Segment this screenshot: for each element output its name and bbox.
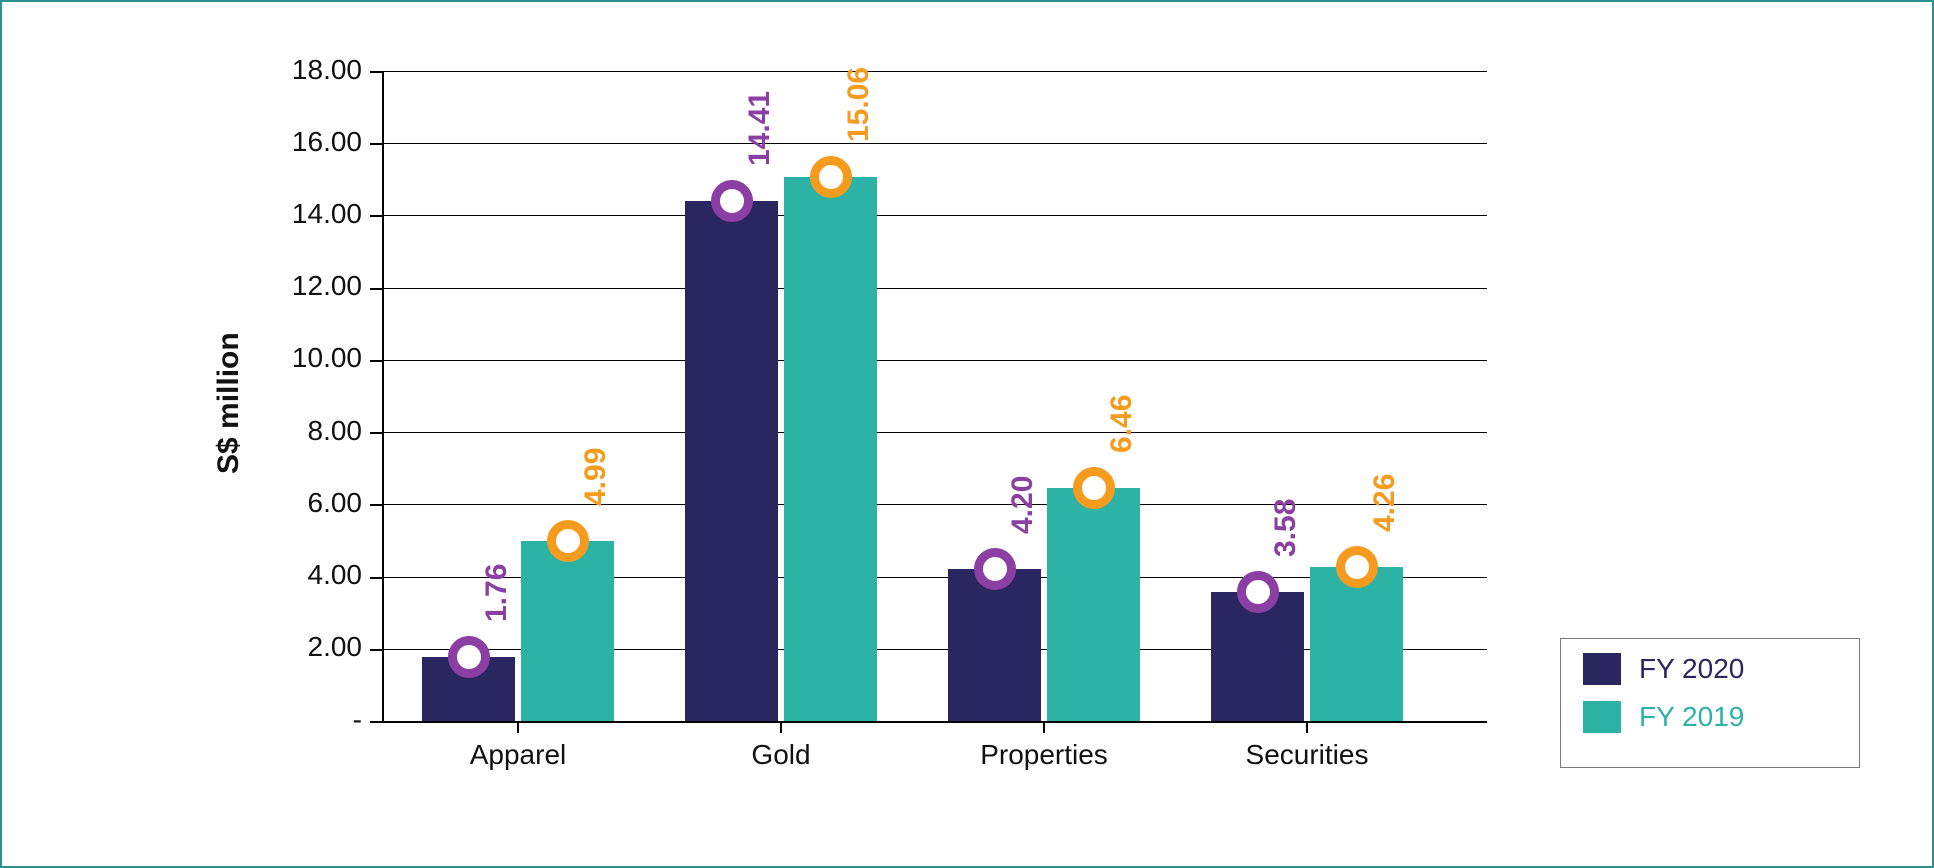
legend: FY 2020 FY 2019 xyxy=(1560,638,1860,768)
y-tick-label: 18.00 xyxy=(252,54,362,86)
x-category-label: Gold xyxy=(661,739,901,771)
bar-marker-icon xyxy=(1336,546,1378,588)
y-tick-mark xyxy=(370,71,382,73)
legend-swatch-icon xyxy=(1583,653,1621,685)
grid-line xyxy=(382,432,1487,433)
bar-value-label: 3.58 xyxy=(1269,498,1303,556)
grid-line xyxy=(382,215,1487,216)
bar-value-label: 4.26 xyxy=(1368,474,1402,532)
bar-marker-icon xyxy=(1237,571,1279,613)
bar xyxy=(1047,488,1140,721)
y-tick-mark xyxy=(370,143,382,145)
chart-plot-area: 2.00 4.00 6.00 8.00 10.00 12.00 14.00 16.00 18.0… xyxy=(2,2,1932,866)
bar-marker-icon xyxy=(547,520,589,562)
y-tick-label: 14.00 xyxy=(252,198,362,230)
x-category-label: Properties xyxy=(924,739,1164,771)
legend-label: FY 2020 xyxy=(1639,653,1744,685)
y-tick-mark xyxy=(370,577,382,579)
bar-value-label: 4.20 xyxy=(1006,476,1040,534)
x-axis-line xyxy=(382,721,1487,723)
grid-line xyxy=(382,504,1487,505)
y-tick-label: 4.00 xyxy=(252,559,362,591)
bar-marker-icon xyxy=(974,548,1016,590)
bar-value-label: 15.06 xyxy=(842,67,876,142)
grid-line xyxy=(382,288,1487,289)
y-tick-label: 12.00 xyxy=(252,270,362,302)
y-tick-mark xyxy=(370,288,382,290)
bar-marker-icon xyxy=(1073,467,1115,509)
y-tick-mark xyxy=(370,360,382,362)
y-tick-label: 16.00 xyxy=(252,126,362,158)
y-tick-label: 6.00 xyxy=(252,487,362,519)
legend-swatch-icon xyxy=(1583,701,1621,733)
bar xyxy=(685,201,778,721)
x-category-label: Securities xyxy=(1187,739,1427,771)
x-tick-mark xyxy=(780,721,782,733)
y-tick-mark xyxy=(370,432,382,434)
bar xyxy=(948,569,1041,721)
bar xyxy=(1310,567,1403,721)
y-tick-mark xyxy=(370,649,382,651)
legend-item: FY 2019 xyxy=(1583,701,1837,733)
y-tick-label: 10.00 xyxy=(252,342,362,374)
y-axis-title: S$ million xyxy=(212,332,246,474)
y-tick-mark xyxy=(370,504,382,506)
legend-label: FY 2019 xyxy=(1639,701,1744,733)
y-tick-label: 8.00 xyxy=(252,415,362,447)
x-tick-mark xyxy=(1043,721,1045,733)
bar-marker-icon xyxy=(448,636,490,678)
bar-marker-icon xyxy=(810,156,852,198)
grid-line xyxy=(382,143,1487,144)
bar xyxy=(784,177,877,721)
grid-line xyxy=(382,71,1487,72)
bar xyxy=(521,541,614,721)
grid-line xyxy=(382,360,1487,361)
y-tick-mark xyxy=(370,721,382,723)
bar-value-label: 14.41 xyxy=(743,91,777,166)
x-tick-mark xyxy=(517,721,519,733)
bar-marker-icon xyxy=(711,180,753,222)
y-tick-mark xyxy=(370,215,382,217)
x-category-label: Apparel xyxy=(398,739,638,771)
bar-value-label: 1.76 xyxy=(480,564,514,622)
bar-value-label: 4.99 xyxy=(579,447,613,505)
bar-value-label: 6.46 xyxy=(1105,394,1139,452)
chart-frame: 2.00 4.00 6.00 8.00 10.00 12.00 14.00 16.00 18.0… xyxy=(0,0,1934,868)
y-tick-label: 2.00 xyxy=(252,631,362,663)
legend-item: FY 2020 xyxy=(1583,653,1837,685)
y-axis-line xyxy=(382,71,384,721)
x-tick-mark xyxy=(1306,721,1308,733)
y-baseline-label: - xyxy=(322,704,362,736)
